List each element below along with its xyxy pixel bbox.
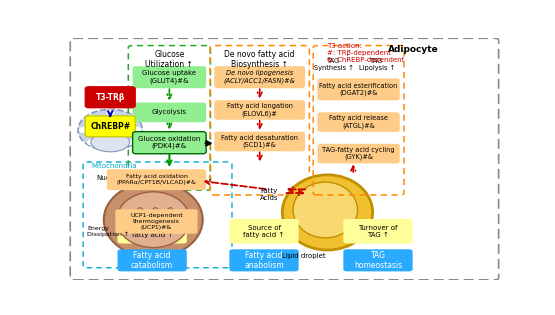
Text: Nucleus: Nucleus <box>96 175 124 181</box>
Ellipse shape <box>126 139 134 146</box>
FancyBboxPatch shape <box>107 169 206 190</box>
FancyBboxPatch shape <box>229 219 299 243</box>
Ellipse shape <box>293 182 357 238</box>
Text: Lipid droplet: Lipid droplet <box>282 253 326 259</box>
Ellipse shape <box>104 182 203 257</box>
FancyBboxPatch shape <box>70 38 498 280</box>
Text: De novo lipogenesis
(ACLY/ACC1/FASN)#&: De novo lipogenesis (ACLY/ACC1/FASN)#& <box>224 71 296 84</box>
Text: Fatty
Acids: Fatty Acids <box>260 188 279 201</box>
Text: TAG
homeostasis: TAG homeostasis <box>354 251 402 270</box>
Ellipse shape <box>87 139 95 146</box>
FancyBboxPatch shape <box>118 219 187 243</box>
Text: Fatty acid desaturation
(SCD1)#&: Fatty acid desaturation (SCD1)#& <box>221 135 298 148</box>
Ellipse shape <box>79 127 87 133</box>
FancyBboxPatch shape <box>317 144 400 163</box>
Text: T3-TRβ: T3-TRβ <box>95 93 125 102</box>
Ellipse shape <box>282 175 372 250</box>
FancyBboxPatch shape <box>214 100 305 120</box>
Text: T3 action:
#: TRβ-dependent
&: ChREBP-dependent: T3 action: #: TRβ-dependent &: ChREBP-de… <box>327 43 405 63</box>
FancyBboxPatch shape <box>214 66 305 88</box>
FancyBboxPatch shape <box>133 103 206 122</box>
Text: Adipocyte: Adipocyte <box>388 45 439 54</box>
Text: Mitochondria: Mitochondria <box>92 163 138 169</box>
Text: Fatty acid
anabolism: Fatty acid anabolism <box>244 251 284 270</box>
Ellipse shape <box>78 109 143 151</box>
FancyBboxPatch shape <box>214 132 305 151</box>
Text: Fatty acid release
(ATGL)#&: Fatty acid release (ATGL)#& <box>329 115 388 129</box>
Ellipse shape <box>166 208 175 222</box>
Text: TAG-fatty acid cycling
(GYK)#&: TAG-fatty acid cycling (GYK)#& <box>322 147 395 160</box>
Text: Energy
Dissipation ↑: Energy Dissipation ↑ <box>88 226 129 238</box>
Text: Glycolysis: Glycolysis <box>152 109 187 115</box>
Text: Fatty acid oxidation
(PPARα/CPT1B/VLCAD)#&: Fatty acid oxidation (PPARα/CPT1B/VLCAD)… <box>117 174 196 185</box>
FancyBboxPatch shape <box>118 249 187 272</box>
Ellipse shape <box>87 115 95 121</box>
Ellipse shape <box>151 208 160 222</box>
Text: Fatty acid
catabolism: Fatty acid catabolism <box>131 251 173 270</box>
FancyBboxPatch shape <box>85 87 135 108</box>
Ellipse shape <box>107 145 114 151</box>
Ellipse shape <box>126 115 134 121</box>
Ellipse shape <box>107 109 114 116</box>
Text: Glucose uptake
(GLUT4)#&: Glucose uptake (GLUT4)#& <box>142 71 196 84</box>
FancyBboxPatch shape <box>317 112 400 132</box>
FancyBboxPatch shape <box>133 132 206 154</box>
Text: Glucose
Utilization ↑: Glucose Utilization ↑ <box>145 50 193 69</box>
FancyBboxPatch shape <box>115 209 198 234</box>
Ellipse shape <box>136 208 145 222</box>
Text: Source of
fatty acid ↑: Source of fatty acid ↑ <box>244 225 285 238</box>
Text: UCP1-dependent
thermogenesis
(UCP1)#&: UCP1-dependent thermogenesis (UCP1)#& <box>130 213 183 230</box>
Text: Fatty acid longation
(ELOVL6)#: Fatty acid longation (ELOVL6)# <box>226 103 292 117</box>
Ellipse shape <box>91 132 130 152</box>
FancyBboxPatch shape <box>85 116 135 137</box>
Ellipse shape <box>134 127 142 133</box>
Ellipse shape <box>117 192 190 248</box>
FancyBboxPatch shape <box>344 219 412 243</box>
Text: TAG
Lipolysis ↑: TAG Lipolysis ↑ <box>359 58 395 71</box>
Text: Turnover of
TAG ↑: Turnover of TAG ↑ <box>358 225 398 238</box>
FancyBboxPatch shape <box>344 249 412 272</box>
FancyBboxPatch shape <box>229 249 299 272</box>
FancyBboxPatch shape <box>317 78 400 100</box>
Text: TAG
Synthesis ↑: TAG Synthesis ↑ <box>314 58 354 71</box>
Text: Glucose oxidation
(PDK4)#&: Glucose oxidation (PDK4)#& <box>138 136 200 149</box>
Text: ChREBP#: ChREBP# <box>90 122 130 131</box>
FancyBboxPatch shape <box>133 66 206 88</box>
Text: Fatty acid esterification
(DGAT2)#&: Fatty acid esterification (DGAT2)#& <box>320 83 398 96</box>
Text: De novo fatty acid
Biosynthesis ↑: De novo fatty acid Biosynthesis ↑ <box>224 50 295 69</box>
Text: Use of
fatty acid ↑: Use of fatty acid ↑ <box>132 225 173 238</box>
